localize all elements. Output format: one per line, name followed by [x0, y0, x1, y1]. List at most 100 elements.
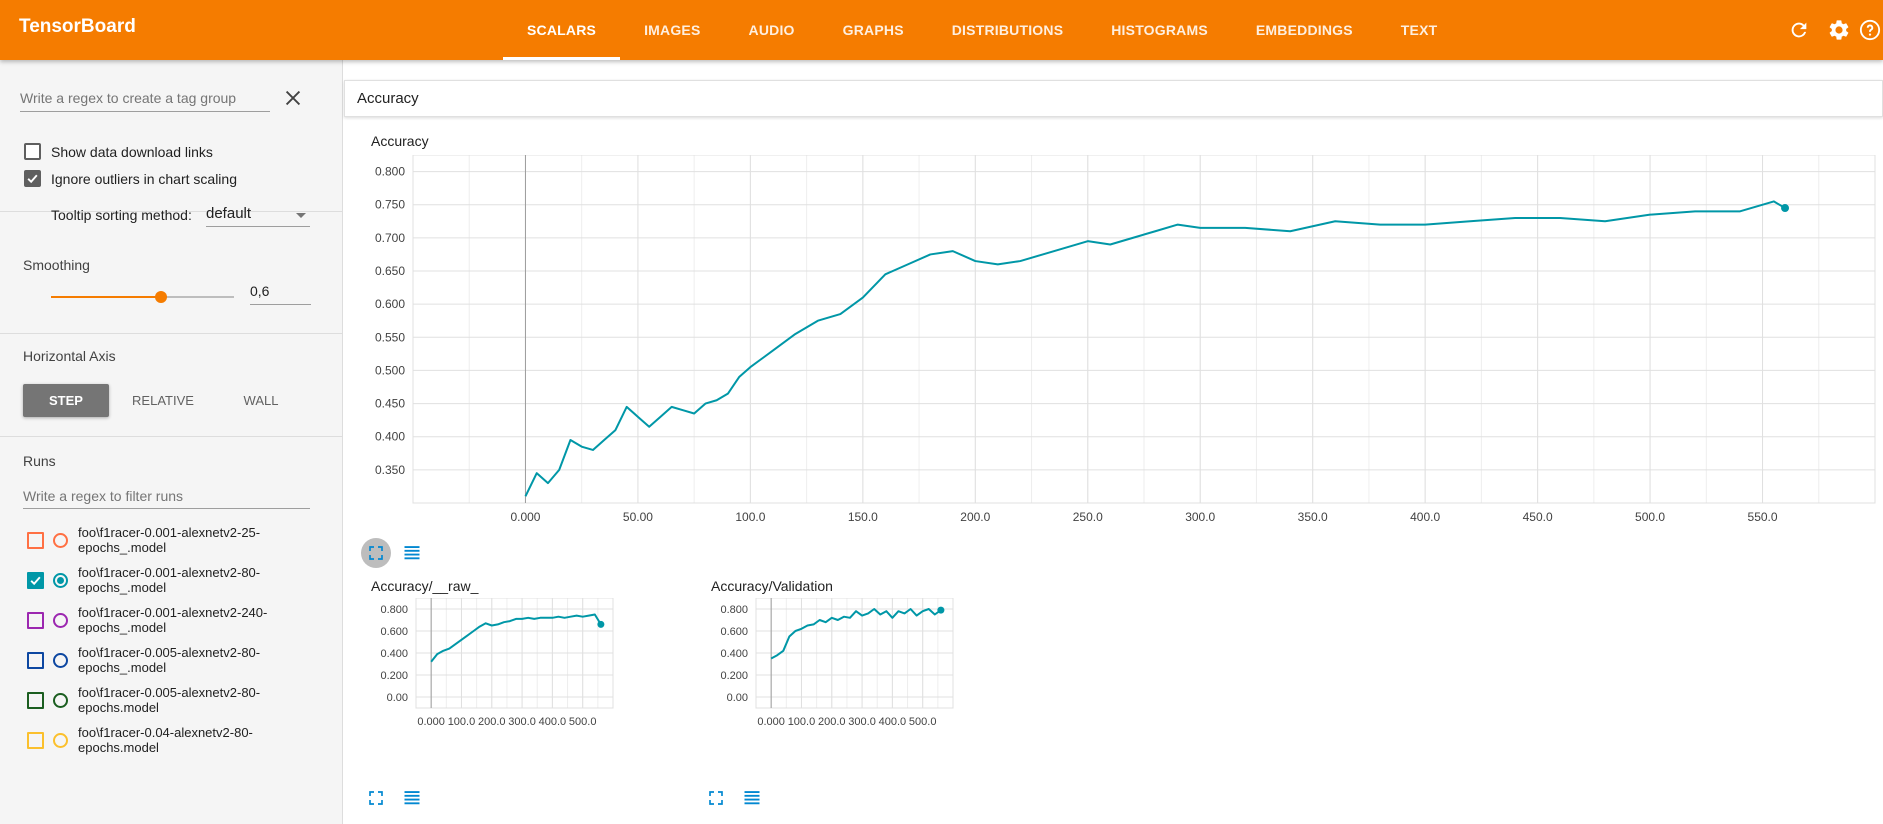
smoothing-slider[interactable] [51, 291, 234, 303]
data-table-icon[interactable] [397, 783, 427, 813]
x-tick-label: 150.0 [848, 510, 878, 524]
axis-relative-button[interactable]: RELATIVE [132, 393, 194, 408]
runs-filter-input[interactable] [23, 483, 310, 509]
tab-embeddings[interactable]: EMBEDDINGS [1255, 22, 1353, 38]
run-checkbox[interactable] [27, 732, 44, 749]
fullscreen-icon[interactable] [701, 783, 731, 813]
chart-grid [756, 598, 954, 708]
smoothing-slider-fill [51, 296, 161, 298]
y-tick-label: 0.550 [375, 330, 405, 344]
y-tick-label: 0.350 [375, 463, 405, 477]
run-label: foo\f1racer-0.001-alexnetv2-25- epochs_.m… [78, 525, 261, 555]
x-tick-label: 400.0 [539, 716, 567, 728]
y-tick-label: 0.00 [387, 692, 408, 704]
run-item[interactable]: foo\f1racer-0.001-alexnetv2-240- epochs_.… [27, 605, 278, 635]
run-item[interactable]: foo\f1racer-0.005-alexnetv2-80- epochs_.m… [27, 645, 278, 675]
fullscreen-icon[interactable] [361, 538, 391, 568]
settings-icon[interactable] [1819, 10, 1859, 50]
tab-histograms[interactable]: HISTOGRAMS [1111, 22, 1208, 38]
x-tick-label: 0.000 [417, 716, 445, 728]
run-item[interactable]: foo\f1racer-0.005-alexnetv2-80- epochs.mo… [27, 685, 278, 715]
y-tick-label: 0.800 [375, 165, 405, 179]
tooltip-sorting-select[interactable]: default [206, 201, 310, 227]
y-tick-label: 0.700 [375, 231, 405, 245]
run-label: foo\f1racer-0.04-alexnetv2-80- epochs.mod… [78, 725, 253, 755]
x-tick-label: 300.0 [848, 716, 876, 728]
run-checkbox[interactable] [27, 612, 44, 629]
run-color-radio[interactable] [53, 533, 68, 548]
checkbox-label: Ignore outliers in chart scaling [51, 170, 237, 187]
smoothing-slider-handle[interactable] [154, 291, 167, 303]
run-item[interactable]: foo\f1racer-0.04-alexnetv2-80- epochs.mod… [27, 725, 278, 755]
x-tick-label: 400.0 [1410, 510, 1440, 524]
sidebar: Show data download links Ignore outliers… [0, 60, 343, 824]
y-tick-label: 0.200 [380, 670, 408, 682]
last-point-marker [597, 620, 605, 628]
axis-step-button[interactable]: STEP [23, 384, 109, 417]
run-color-radio[interactable] [53, 613, 68, 628]
smoothing-value-input[interactable]: 0,6 [250, 279, 311, 305]
tab-audio[interactable]: AUDIO [748, 22, 795, 38]
x-tick-label: 400.0 [879, 716, 907, 728]
category-header[interactable]: Accuracy [344, 80, 1883, 117]
category-title: Accuracy [357, 90, 419, 107]
tag-group-regex-input[interactable] [20, 84, 270, 112]
smoothing-section: Smoothing 0,6 [0, 246, 342, 334]
run-checkbox[interactable] [27, 532, 44, 549]
x-tick-label: 300.0 [508, 716, 536, 728]
axis-wall-button[interactable]: WALL [243, 393, 279, 408]
x-tick-label: 50.00 [623, 510, 653, 524]
x-tick-label: 100.0 [788, 716, 816, 728]
run-label: foo\f1racer-0.001-alexnetv2-80- epochs_.m… [78, 565, 261, 595]
y-tick-label: 0.650 [375, 264, 405, 278]
smoothing-title: Smoothing [23, 257, 90, 273]
raw-accuracy-chart[interactable]: 0.00 0.200 0.400 0.600 0.800 0.000 100.0 200.0 3… [344, 598, 624, 758]
plot-frame [412, 155, 1876, 504]
tab-distributions[interactable]: DISTRIBUTIONS [951, 22, 1064, 38]
accuracy-chart[interactable]: 0.350 0.400 0.450 0.500 0.550 0.600 0.650 0.700… [344, 155, 1883, 585]
run-item[interactable]: foo\f1racer-0.001-alexnetv2-80- epochs_.m… [27, 565, 278, 595]
checkbox[interactable] [24, 170, 41, 187]
x-tick-label: 100.0 [448, 716, 476, 728]
tab-text[interactable]: TEXT [1400, 22, 1438, 38]
data-table-icon[interactable] [397, 538, 427, 568]
chart-title-accuracy: Accuracy [371, 133, 429, 149]
run-color-radio[interactable] [53, 653, 68, 668]
y-tick-label: 0.800 [720, 604, 748, 616]
run-checkbox[interactable] [27, 572, 44, 589]
run-color-radio[interactable] [53, 733, 68, 748]
run-color-radio[interactable] [53, 573, 68, 588]
tab-scalars[interactable]: SCALARS [503, 0, 621, 60]
x-tick-label: 450.0 [1523, 510, 1553, 524]
run-checkbox[interactable] [27, 652, 44, 669]
horizontal-axis-section: Horizontal Axis STEP RELATIVE WALL [0, 334, 342, 437]
data-table-icon[interactable] [737, 783, 767, 813]
validation-accuracy-chart[interactable]: 0.00 0.200 0.400 0.600 0.800 0.000 100.0 200.0 3… [684, 598, 964, 758]
run-checkbox[interactable] [27, 692, 44, 709]
run-color-radio[interactable] [53, 693, 68, 708]
runs-section: Runs foo\f1racer-0.001-alexnetv2-25-epoc… [0, 437, 342, 817]
last-point-marker [937, 606, 945, 614]
refresh-icon[interactable] [1779, 10, 1819, 50]
run-label: foo\f1racer-0.005-alexnetv2-80- epochs.mo… [78, 685, 261, 715]
tooltip-sorting-label: Tooltip sorting method: [51, 207, 192, 223]
chevron-down-icon [296, 213, 306, 218]
close-icon[interactable] [282, 87, 304, 114]
show-download-links-option[interactable]: Show data download links [24, 143, 213, 160]
run-item[interactable]: foo\f1racer-0.001-alexnetv2-25- epochs_.m… [27, 525, 278, 555]
fullscreen-icon[interactable] [361, 783, 391, 813]
help-icon[interactable] [1859, 10, 1883, 50]
y-tick-label: 0.800 [380, 604, 408, 616]
tooltip-sorting-value: default [206, 205, 252, 222]
ignore-outliers-option[interactable]: Ignore outliers in chart scaling [24, 170, 237, 187]
tab-graphs[interactable]: GRAPHS [842, 22, 904, 38]
runs-title: Runs [23, 453, 56, 469]
x-tick-label: 500.0 [909, 716, 937, 728]
y-tick-label: 0.600 [375, 297, 405, 311]
y-tick-label: 0.400 [720, 648, 748, 660]
series-line [770, 608, 942, 660]
y-tick-label: 0.200 [720, 670, 748, 682]
tab-images[interactable]: IMAGES [644, 22, 701, 38]
checkbox[interactable] [24, 143, 41, 160]
plot-frame [755, 598, 954, 709]
